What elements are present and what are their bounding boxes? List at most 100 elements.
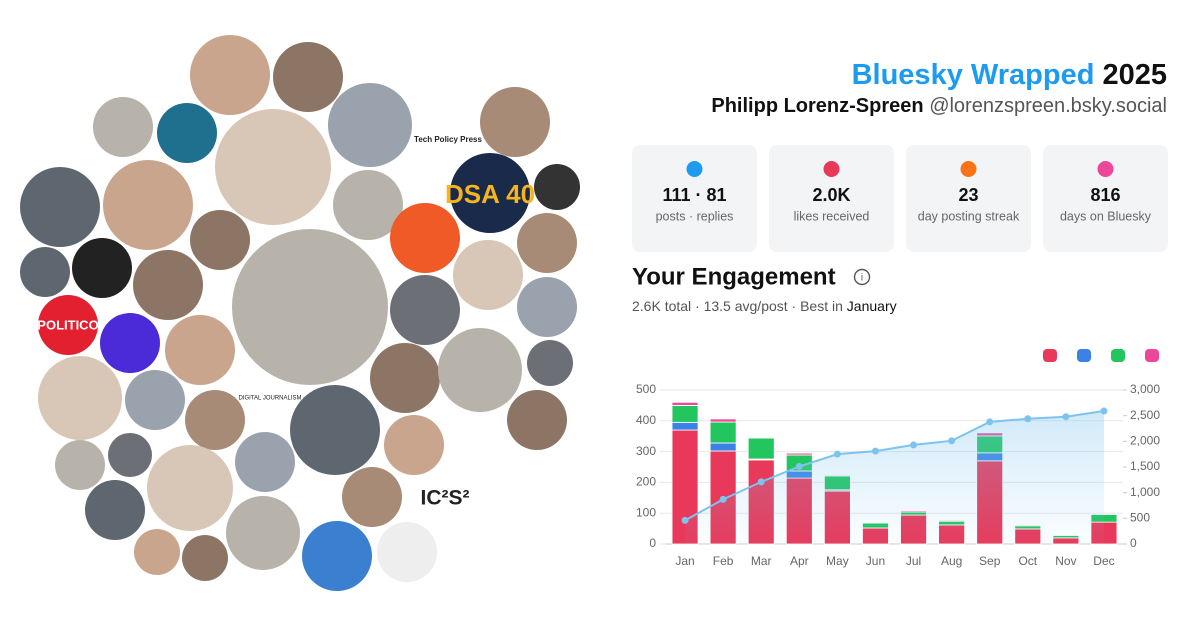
avatar-cloud: POLITICO DSA 40 IC²S² Tech Policy Press DIGI… [20, 35, 580, 591]
y-tick-label: 200 [636, 475, 656, 489]
x-tick-label: Feb [713, 554, 734, 568]
avatar [147, 445, 233, 531]
avatar [273, 42, 343, 112]
line-point [1024, 415, 1032, 423]
avatar [384, 415, 444, 475]
avatar [20, 247, 70, 297]
avatar [527, 340, 573, 386]
info-icon[interactable] [853, 268, 871, 286]
bar-segment [785, 452, 813, 456]
section-title: Your Engagement [632, 263, 836, 290]
line-point [1062, 413, 1070, 421]
stat-value: 23 [958, 185, 978, 205]
x-tick-label: Dec [1093, 554, 1114, 568]
x-tick-label: Jul [906, 554, 921, 568]
avatar [100, 313, 160, 373]
line [684, 410, 1105, 522]
summary-best: January [847, 298, 897, 314]
identity: Philipp Lorenz-Spreen @lorenzspreen.bsky… [711, 95, 1167, 117]
legend-icon[interactable] [1043, 349, 1057, 362]
avatar [226, 496, 300, 570]
bar-segment [671, 421, 699, 431]
stat-card [769, 145, 894, 252]
stat-value: 2.0K [812, 185, 850, 205]
avatar [328, 83, 412, 167]
avatar [125, 370, 185, 430]
avatar [534, 164, 580, 210]
avatar [438, 328, 522, 412]
x-tick-label: Apr [790, 554, 809, 568]
avatar [235, 432, 295, 492]
avatar [182, 535, 228, 581]
avatar [133, 250, 203, 320]
avatar [55, 440, 105, 490]
stat-card [906, 145, 1031, 252]
y2-tick-label: 3,000 [1130, 382, 1160, 396]
line-point [681, 516, 689, 524]
avatar [453, 240, 523, 310]
avatar [517, 277, 577, 337]
bar-segment [747, 437, 775, 439]
avatar [157, 103, 217, 163]
legend-icon[interactable] [1111, 349, 1125, 362]
stat-label: days on Bluesky [1060, 209, 1152, 223]
stat-card [632, 145, 757, 252]
stat-card [1043, 145, 1168, 252]
avatar [72, 238, 132, 298]
avatar [377, 522, 437, 582]
chart: 0 100 200 300 400 500 0 500 1,000 1,500 2,000 2,500… [636, 349, 1160, 568]
avatar [390, 275, 460, 345]
avatar [103, 160, 193, 250]
avatar [190, 35, 270, 115]
avatar [93, 97, 153, 157]
x-tick-label: Sep [979, 554, 1001, 568]
stat-value: 111 · 81 [662, 185, 726, 205]
line-point [986, 418, 994, 426]
y-tick-label: 0 [649, 536, 656, 550]
stat-label: likes received [794, 209, 870, 223]
y2-tick-label: 0 [1130, 536, 1137, 550]
avatar [290, 385, 380, 475]
stat-label: day posting streak [918, 209, 1020, 223]
x-tick-label: Jan [675, 554, 694, 568]
x-tick-label: Nov [1055, 554, 1076, 568]
bar-segment [671, 401, 699, 406]
line-point [871, 447, 879, 455]
x-tick-label: Mar [751, 554, 772, 568]
avatar [390, 203, 460, 273]
bar-segment [747, 437, 775, 460]
user-name: Philipp Lorenz-Spreen [711, 95, 923, 117]
stat-icon [960, 161, 977, 177]
avatar [185, 390, 245, 450]
info-glyph: i [861, 273, 863, 284]
logo-text: POLITICO [37, 317, 98, 332]
title-year: 2025 [1102, 59, 1167, 91]
y-tick-label: 500 [636, 382, 656, 396]
avatar [517, 213, 577, 273]
title-brand: Bluesky Wrapped [852, 59, 1095, 91]
stat-icon [686, 161, 703, 177]
avatar [108, 433, 152, 477]
stat-icon [1097, 161, 1114, 177]
avatar [333, 170, 403, 240]
avatar [507, 390, 567, 450]
y2-tick-label: 1,000 [1130, 485, 1160, 499]
line-point [833, 450, 841, 458]
line-point [910, 441, 918, 449]
x-tick-label: Oct [1018, 554, 1037, 568]
avatar [215, 109, 331, 225]
avatar [85, 480, 145, 540]
logo-text: Tech Policy Press [414, 135, 482, 144]
avatar [38, 356, 122, 440]
avatar [165, 315, 235, 385]
line-point [795, 462, 803, 470]
legend-icon[interactable] [1077, 349, 1091, 362]
avatar [190, 210, 250, 270]
y2-tick-label: 2,500 [1130, 408, 1160, 422]
avatar [480, 87, 550, 157]
legend-icon[interactable] [1145, 349, 1159, 362]
y2-tick-label: 2,000 [1130, 434, 1160, 448]
y2-tick-label: 1,500 [1130, 459, 1160, 473]
logo-text: IC²S² [421, 487, 470, 510]
